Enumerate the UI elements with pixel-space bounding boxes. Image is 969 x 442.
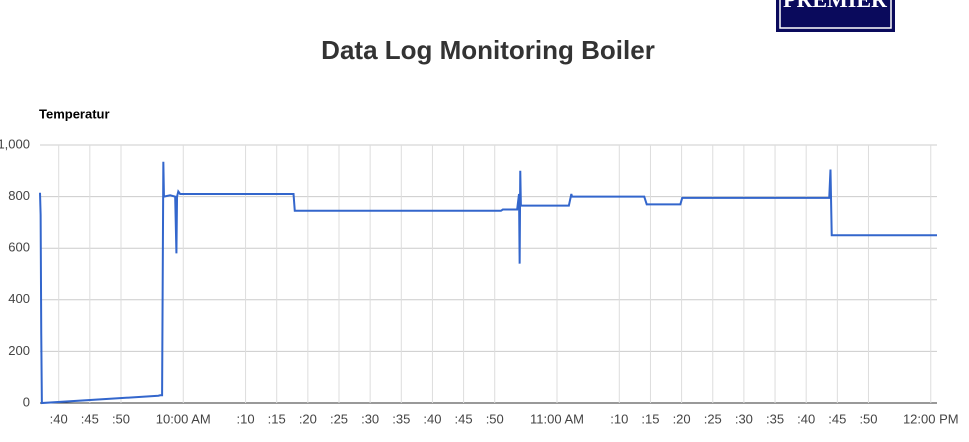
x-tick-label: :50	[112, 411, 130, 426]
y-tick-label: 800	[8, 188, 30, 203]
x-tick-label: :30	[361, 411, 379, 426]
x-tick-label: :35	[766, 411, 784, 426]
plot	[39, 161, 937, 405]
x-tick-label: :25	[330, 411, 348, 426]
chart-title: Temperatur	[39, 106, 110, 121]
x-tick-label: :50	[859, 411, 877, 426]
x-tick-label: 11:00 AM	[530, 411, 584, 426]
y-tick-label: 200	[8, 343, 30, 358]
x-tick-label: :35	[392, 411, 410, 426]
x-tick-label: :10	[237, 411, 255, 426]
y-tick-label: 600	[8, 240, 30, 255]
x-tick-label: :50	[486, 411, 504, 426]
grid: 0 200 400 600 800 1,000 :40 :45 :50 10:00 AM :10 :1…	[0, 136, 959, 426]
x-tick-label: :40	[423, 411, 441, 426]
logo-text: PREMIER	[783, 0, 888, 12]
data-line	[39, 161, 937, 405]
x-tick-label: :25	[704, 411, 722, 426]
page-title: Data Log Monitoring Boiler	[321, 35, 655, 65]
x-tick-label: :40	[50, 411, 68, 426]
y-tick-label: 1,000	[0, 136, 30, 151]
x-tick-label: :45	[81, 411, 99, 426]
x-tick-label: 12:00 PM	[903, 411, 959, 426]
y-tick-label: 400	[8, 291, 30, 306]
x-tick-label: :40	[797, 411, 815, 426]
x-tick-label: :45	[455, 411, 473, 426]
x-tick-label: :10	[610, 411, 628, 426]
y-tick-label: 0	[23, 394, 30, 409]
x-tick-label: :45	[828, 411, 846, 426]
logo-border	[779, 0, 892, 29]
x-tick-label: :20	[673, 411, 691, 426]
x-tick-label: 10:00 AM	[156, 411, 211, 426]
x-tick-label: :15	[641, 411, 659, 426]
x-tick-label: :15	[268, 411, 286, 426]
x-tick-label: :20	[299, 411, 317, 426]
logo-box	[776, 0, 895, 32]
x-tick-label: :30	[735, 411, 753, 426]
